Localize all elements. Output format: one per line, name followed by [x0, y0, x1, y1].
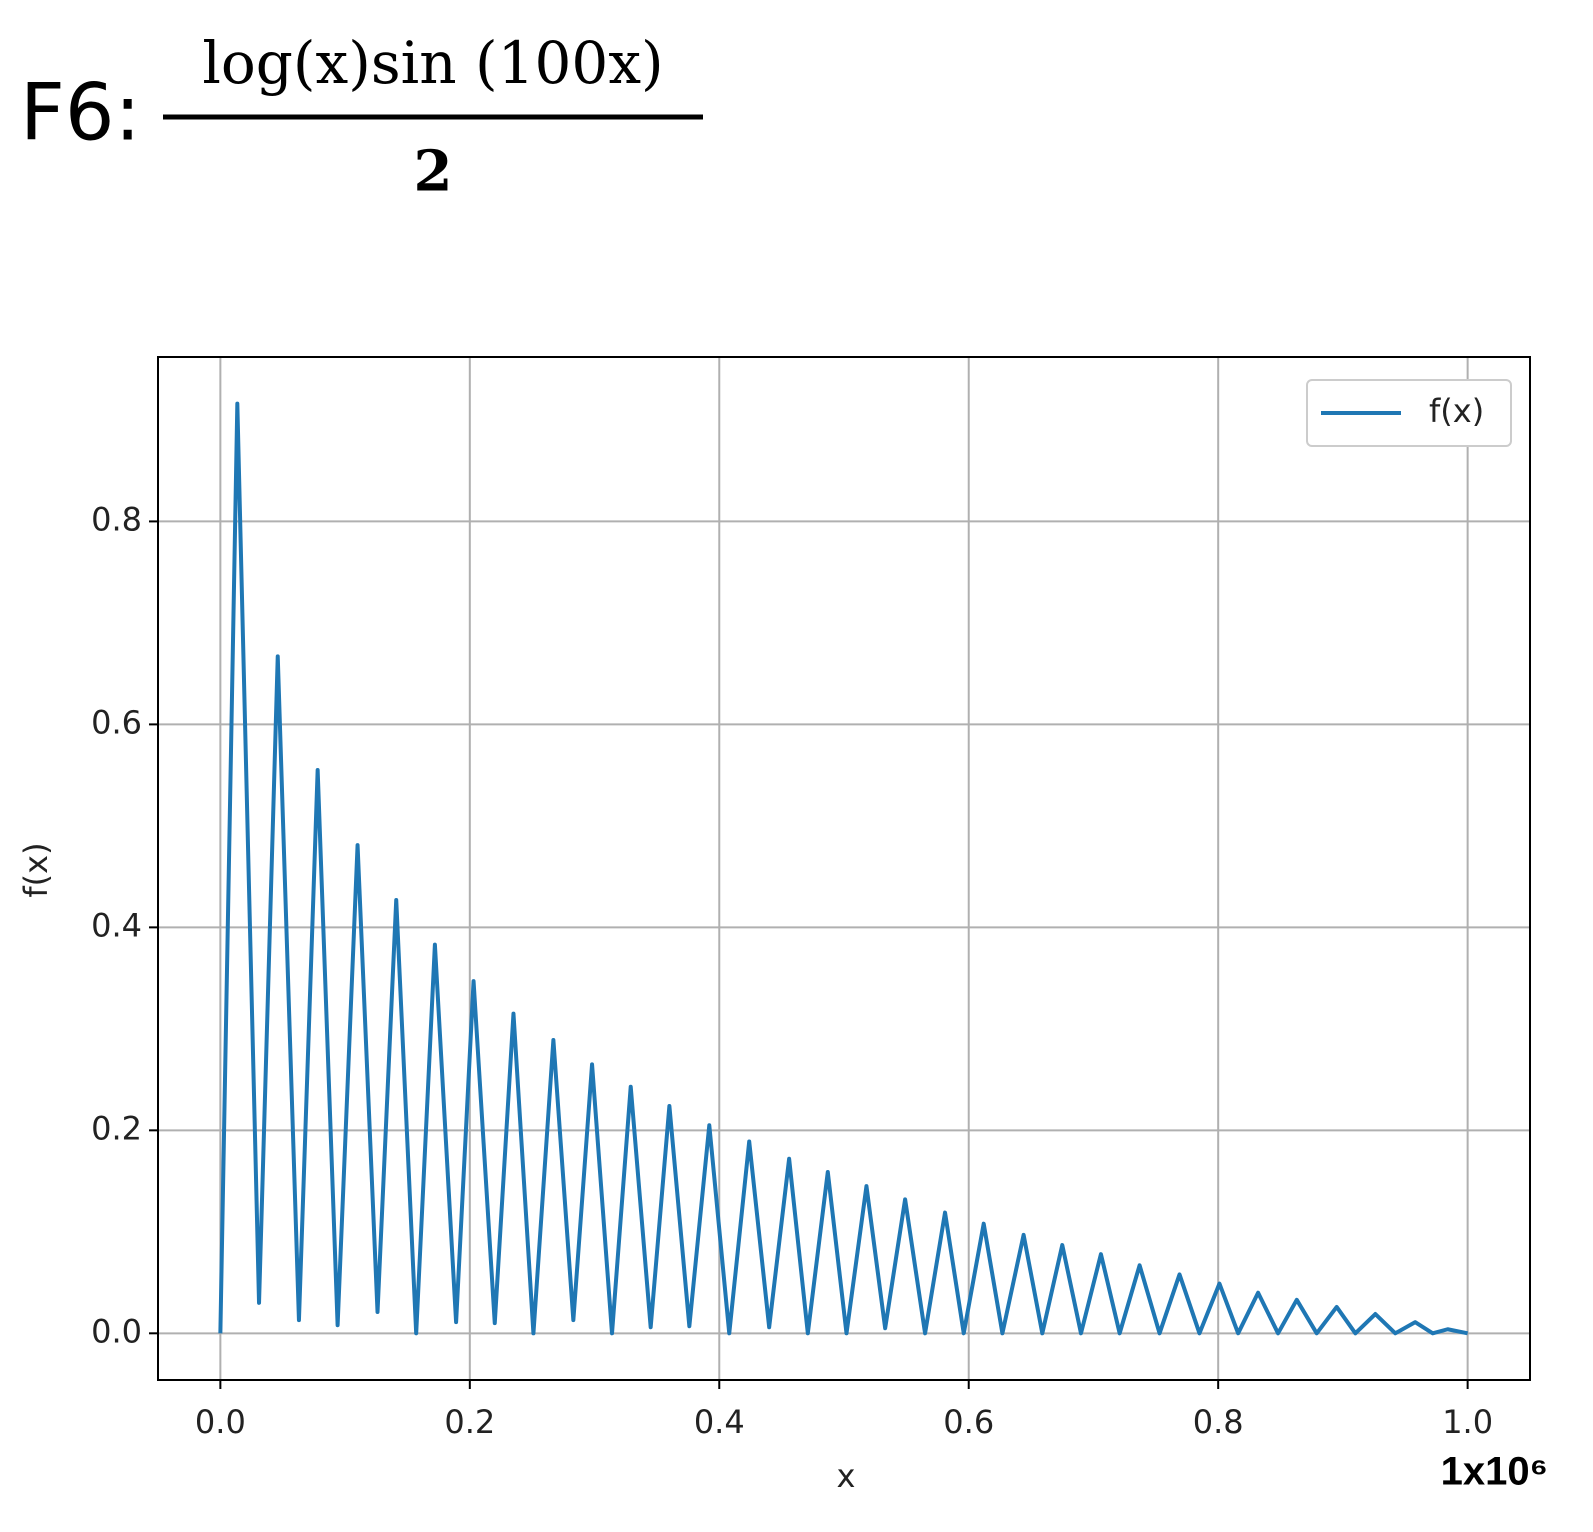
x-offset-label: 1x10⁶: [1441, 1450, 1548, 1494]
legend-box: [1306, 379, 1512, 447]
y-tick-label: 0.0: [91, 1312, 142, 1350]
title-numerator: log(x)sin (100x): [202, 29, 663, 97]
y-tick-label: 0.4: [91, 906, 142, 944]
title-prefix: F6:: [20, 68, 141, 158]
y-tick-label: 0.6: [91, 703, 142, 741]
plot-frame: [157, 356, 1531, 1381]
y-tick-label: 0.8: [91, 500, 142, 538]
legend-label: f(x): [1429, 392, 1484, 430]
x-tick-label: 1.0: [1442, 1403, 1493, 1441]
x-tick-label: 0.4: [694, 1403, 745, 1441]
x-tick-label: 0.0: [195, 1403, 246, 1441]
y-tick-label: 0.2: [91, 1109, 142, 1147]
x-tick-label: 0.6: [943, 1403, 994, 1441]
y-axis-label: f(x): [17, 842, 55, 897]
line-series: [218, 401, 1469, 1336]
x-tick-label: 0.8: [1193, 1403, 1244, 1441]
x-axis-label: x: [837, 1457, 856, 1495]
x-tick-label: 0.2: [444, 1403, 495, 1441]
title-denominator: 2: [414, 139, 453, 205]
